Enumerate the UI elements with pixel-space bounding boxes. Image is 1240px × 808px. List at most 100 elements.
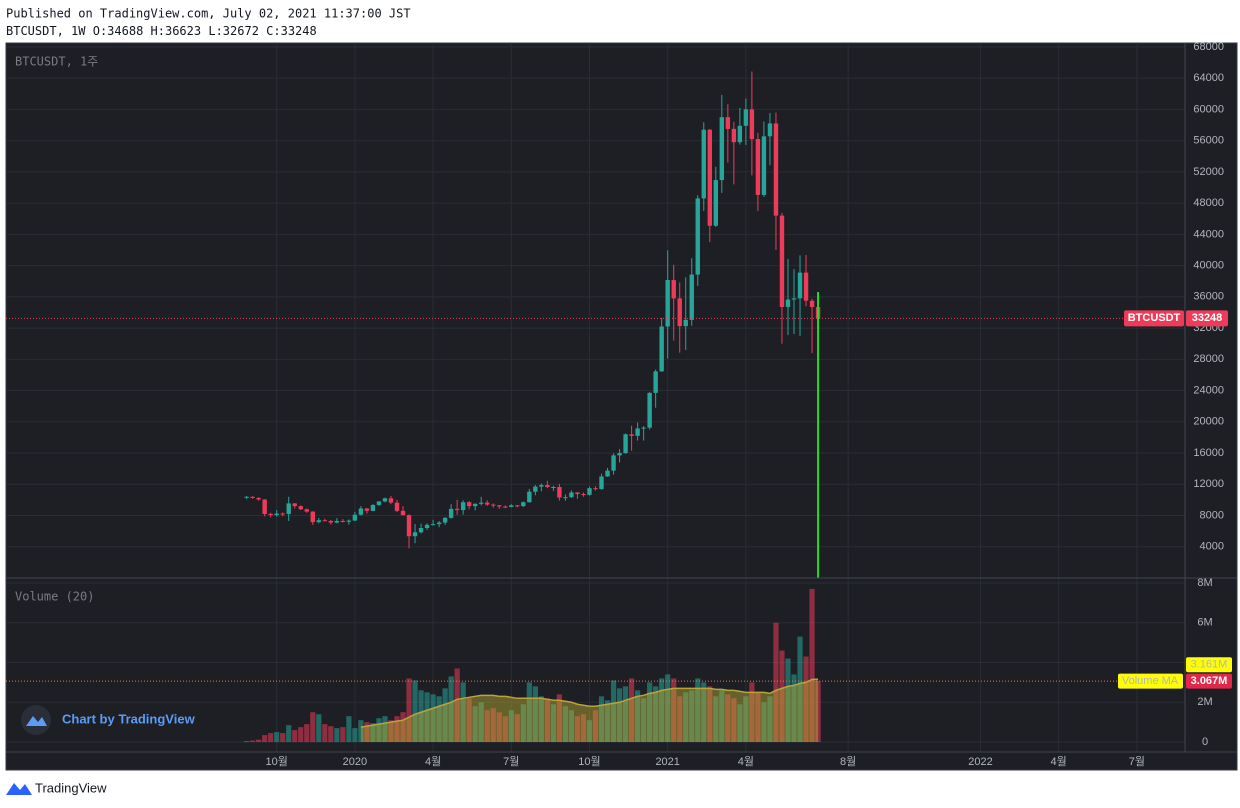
candle-body [298,506,303,510]
candle-body [280,513,285,515]
volume-bar [382,716,388,743]
candle-body [316,520,321,523]
candle-body [509,505,514,507]
volume-bar [508,710,514,743]
volume-bar [622,686,629,743]
volume-bar [406,678,412,743]
candle-body [569,492,574,498]
candle-body [454,508,460,511]
y-tick-label: 28000 [1193,353,1224,365]
candle-body [515,505,520,507]
y-tick-label: 40000 [1193,259,1224,271]
candle-body [286,503,291,514]
candle-body [250,496,255,498]
candle-body [677,298,682,327]
candle-body [503,506,508,508]
volume-bar [256,739,262,743]
candle-body [773,123,779,216]
volume-bar [412,680,418,743]
watermark-icon [26,716,47,726]
candle-body [749,109,755,140]
volume-bar [809,588,815,743]
candle-body [256,497,261,500]
volume-bar [532,686,538,743]
y-tick-label: 36000 [1193,291,1224,303]
ma-name: Volume MA [1122,675,1179,687]
volume-bar [586,720,593,743]
volume-bar [418,690,424,743]
candle-body [599,476,604,489]
volume-bar [653,686,659,743]
candle-body [803,272,809,301]
volume-bar [580,714,587,743]
volume-bar [526,682,532,743]
price-value-box [1186,310,1228,327]
volume-bar [334,728,340,743]
volume-bar [677,696,683,743]
footer-brand: TradingView [35,780,107,795]
ma-value: 3.161M [1191,659,1228,671]
ohlc-label: C: [266,24,280,38]
y-tick-label: 52000 [1193,166,1224,178]
ohlc-legend: BTCUSDT, 1W O:34688 H:36623 L:32672 C:33… [6,24,317,38]
candle-body [689,274,694,320]
candle-body [394,502,400,511]
volume-bar [791,674,797,743]
candle-body [791,298,797,300]
y-tick-label: 8M [1197,577,1212,589]
volume-bar [544,698,550,743]
volume-bar [628,678,635,743]
candle-body [629,434,634,436]
volume-bar [803,656,809,743]
footer-logo [6,783,32,795]
candle-body [364,508,370,511]
volume-bar [352,728,358,743]
candle-body [412,532,418,537]
volume-bar [520,704,526,743]
candle-body [563,497,568,499]
chart-area [5,42,1238,771]
candle-body [701,129,706,199]
volume-bar [244,741,250,743]
candle-body [707,129,712,226]
volume-bar [346,716,352,743]
candle-body [292,503,297,507]
watermark-text: Chart by TradingView [62,711,196,726]
candle-body [719,117,725,181]
price-value: 33248 [1192,312,1223,324]
candle-body [448,508,454,518]
price-name: BTCUSDT [1128,312,1181,324]
volume-bar [737,704,743,743]
candle-body [671,280,676,299]
candle-body [442,517,448,523]
volume-ma-area [360,679,819,743]
volume-bar [340,727,346,743]
candle-body [617,453,622,456]
volume-bar [683,692,689,743]
volume-bar [743,696,749,743]
candle-body [611,455,616,471]
ohlc-label: H: [151,24,165,38]
volume-bar [761,702,767,743]
ohlc-value: 36623 [165,24,201,38]
y-tick-label: 68000 [1193,41,1224,53]
candle-body [346,520,352,522]
candle-body [641,427,646,429]
volume-bar [550,704,556,743]
x-tick-label: 7월 [503,755,519,768]
volume-bar [400,712,406,743]
candle-body [545,485,550,488]
candle-body [400,510,406,516]
pane-title: BTCUSDT, 1주 [15,55,98,69]
candle-body [352,514,358,521]
ohlc-label: L: [208,24,222,38]
y-tick-label: 24000 [1193,384,1224,396]
volume-bar [496,712,502,743]
volume-bar [328,726,334,743]
candle-body [797,272,803,299]
candle-body [785,299,791,307]
candle-body [491,504,496,506]
volume-bar [725,694,731,743]
candle-body [382,498,388,502]
candle-body [340,520,346,522]
